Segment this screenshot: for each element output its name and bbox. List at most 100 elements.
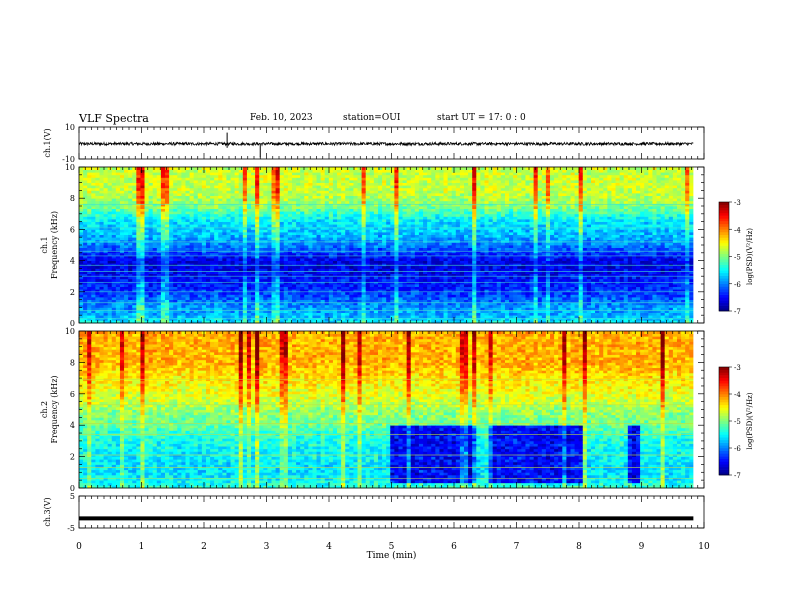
spectrogram-cell: [136, 190, 141, 194]
spectrogram-cell: [373, 234, 379, 238]
spectrogram-cell: [87, 239, 92, 243]
spectrogram-cell: [263, 219, 268, 222]
spectrogram-cell: [345, 247, 350, 251]
spectrogram-cell: [291, 317, 297, 321]
spectrogram-cell: [402, 271, 408, 274]
spectrogram-cell: [205, 291, 211, 295]
spectrogram-cell: [173, 169, 178, 173]
spectrogram-cell: [218, 221, 223, 225]
spectrogram-cell: [218, 250, 223, 254]
spectrogram-cell: [328, 234, 334, 238]
spectrogram-cell: [291, 250, 297, 254]
spectrogram-cell: [197, 239, 203, 243]
spectrogram-cell: [283, 229, 289, 233]
spectrogram-cell: [79, 320, 84, 324]
spectrogram-cell: [128, 302, 133, 306]
spectrogram-cell: [316, 299, 322, 303]
spectrogram-cell: [156, 307, 162, 311]
spectrogram-cell: [394, 286, 399, 290]
spectrogram-cell: [115, 250, 121, 254]
spectrogram-cell: [197, 247, 203, 251]
spectrogram-cell: [402, 232, 408, 235]
spectrogram-cell: [173, 271, 178, 274]
spectrogram-cell: [279, 315, 285, 319]
spectrogram-cell: [259, 206, 264, 209]
spectrogram-cell: [189, 278, 195, 282]
spectrogram-cell: [382, 216, 387, 220]
spectrogram-cell: [369, 232, 375, 235]
spectrogram-cell: [160, 174, 166, 178]
spectrogram-cell: [357, 273, 363, 277]
spectrogram-cell: [332, 182, 338, 186]
spectrogram-cell: [201, 180, 207, 183]
spectrogram-cell: [308, 260, 313, 264]
spectrogram-cell: [91, 174, 96, 178]
spectrogram-cell: [373, 167, 379, 170]
spectrogram-cell: [345, 289, 350, 293]
spectrogram-cell: [300, 167, 305, 170]
spectrogram-cell: [255, 299, 260, 303]
spectrogram-cell: [246, 221, 252, 225]
spectrogram-cell: [263, 172, 268, 176]
spectrogram-cell: [177, 198, 182, 202]
spectrogram-cell: [128, 278, 133, 282]
spectrogram-cell: [148, 190, 154, 194]
spectrogram-cell: [160, 219, 166, 222]
spectrogram-cell: [197, 252, 203, 256]
spectrogram-cell: [218, 284, 223, 287]
spectrogram-cell: [304, 200, 309, 204]
spectrogram-cell: [271, 247, 276, 251]
spectrogram-cell: [386, 167, 391, 170]
spectrogram-cell: [390, 224, 395, 228]
spectrogram-cell: [111, 310, 117, 313]
spectrogram-cell: [373, 317, 379, 321]
spectrogram-cell: [271, 195, 276, 199]
spectrogram-cell: [300, 299, 305, 303]
spectrogram-cell: [386, 302, 391, 306]
spectrogram-cell: [357, 245, 363, 248]
spectrogram-cell: [279, 297, 285, 300]
spectrogram-cell: [238, 239, 244, 243]
spectrogram-cell: [173, 200, 178, 204]
spectrogram-cell: [378, 297, 383, 300]
spectrogram-cell: [382, 185, 387, 189]
spectrogram-cell: [185, 226, 190, 230]
spectrogram-cell: [267, 182, 272, 186]
spectrogram-cell: [160, 250, 166, 254]
spectrogram-cell: [390, 310, 395, 313]
spectrogram-cell: [324, 315, 330, 319]
spectrogram-cell: [337, 307, 342, 311]
spectrogram-cell: [185, 174, 190, 178]
spectrogram-cell: [201, 174, 207, 178]
spectrogram-cell: [275, 315, 281, 319]
spectrogram-cell: [296, 250, 301, 254]
spectrogram-cell: [95, 169, 100, 173]
spectrogram-cell: [148, 180, 154, 183]
spectrogram-cell: [79, 294, 84, 298]
spectrogram-cell: [361, 273, 367, 277]
spectrogram-cell: [234, 172, 240, 176]
spectrogram-cell: [119, 237, 125, 241]
spectrogram-cell: [369, 245, 375, 248]
spectrogram-cell: [304, 250, 309, 254]
spectrogram-cell: [132, 255, 137, 259]
spectrogram-cell: [210, 237, 215, 241]
spectrogram-cell: [177, 247, 182, 251]
spectrogram-cell: [115, 198, 121, 202]
spectrogram-cell: [378, 193, 383, 196]
spectrogram-cell: [136, 260, 141, 264]
spectrogram-cell: [95, 180, 100, 183]
spectrogram-cell: [160, 182, 166, 186]
spectrogram-cell: [390, 268, 395, 272]
spectrogram-cell: [275, 203, 281, 207]
spectrogram-cell: [226, 219, 231, 222]
spectrogram-cell: [365, 255, 371, 259]
spectrogram-cell: [140, 219, 145, 222]
spectrogram-cell: [83, 291, 88, 295]
spectrogram-cell: [328, 195, 334, 199]
spectrogram-cell: [234, 284, 240, 287]
spectrogram-cell: [341, 247, 346, 251]
spectrogram-cell: [165, 234, 170, 238]
spectrogram-cell: [205, 224, 211, 228]
spectrogram-cell: [246, 286, 252, 290]
